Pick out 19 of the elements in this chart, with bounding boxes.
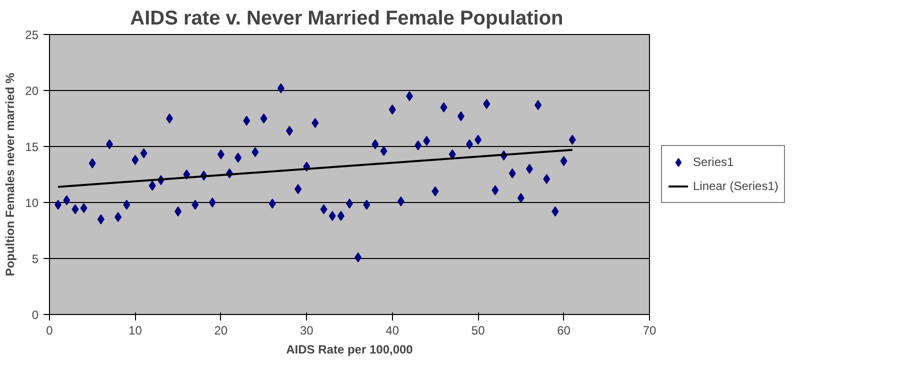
x-tick-label: 20 — [214, 324, 228, 338]
x-tick-label: 70 — [642, 324, 656, 338]
y-tick-label: 5 — [32, 252, 39, 266]
y-tick-label: 20 — [25, 84, 39, 98]
y-tick-label: 10 — [25, 196, 39, 210]
x-tick-label: 50 — [471, 324, 486, 338]
x-tick-label: 30 — [300, 324, 314, 338]
y-tick-label: 15 — [25, 140, 39, 154]
legend-label: Linear (Series1) — [693, 179, 778, 193]
chart-title: AIDS rate v. Never Married Female Population — [130, 8, 564, 30]
x-tick-label: 60 — [557, 324, 571, 338]
y-axis-title: Popultion Females never married % — [3, 72, 18, 276]
y-tick-label: 25 — [25, 28, 39, 42]
legend-label: Series1 — [693, 155, 734, 169]
x-tick-label: 10 — [128, 324, 142, 338]
y-tick-label: 0 — [32, 308, 39, 322]
x-axis-title: AIDS Rate per 100,000 — [286, 342, 414, 356]
x-tick-label: 40 — [386, 324, 400, 338]
x-tick-label: 0 — [46, 324, 54, 338]
